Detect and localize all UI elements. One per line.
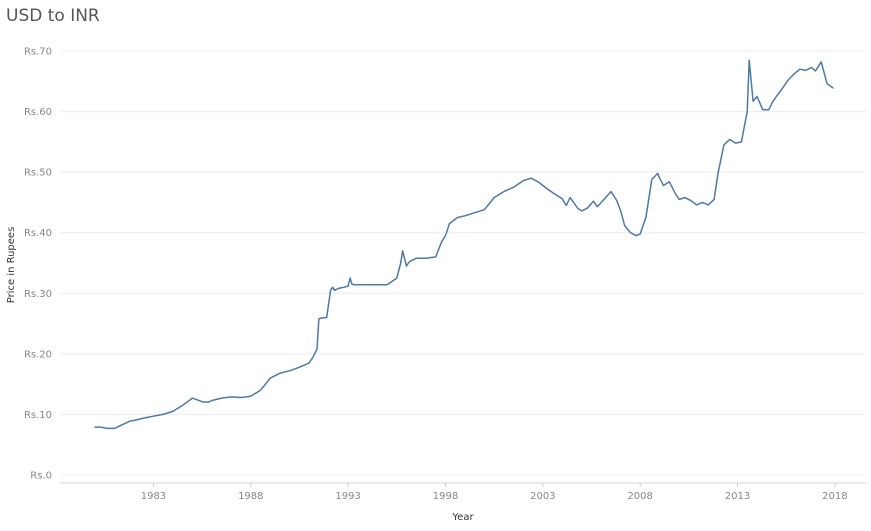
series-line [94,59,834,430]
x-tick-label: 2003 [530,491,555,502]
y-axis-label: Price in Rupees [6,227,17,304]
gridlines [60,50,866,476]
x-tick-label: 2013 [725,491,750,502]
y-tick-label: Rs.60 [24,107,52,118]
y-tick-label: Rs.50 [24,168,52,179]
x-tick-label: 1983 [141,491,166,502]
x-tick-label: 1988 [238,491,263,502]
y-tick-label: Rs.70 [24,47,52,58]
y-axis-ticks: Rs.0 Rs.10 Rs.20 Rs.30 Rs.40 Rs.50 Rs.60 Rs.70 [24,47,52,482]
chart-title: USD to INR [6,6,100,26]
x-tick-label: 1993 [335,491,360,502]
x-axis-label: Year [451,512,474,523]
x-tick-label: 1998 [433,491,458,502]
x-tick-label: 2008 [627,491,652,502]
y-tick-label: Rs.40 [24,228,52,239]
y-tick-label: Rs.20 [24,349,52,360]
y-tick-label: Rs.0 [30,471,52,482]
y-tick-label: Rs.10 [24,410,52,421]
y-tick-label: Rs.30 [24,289,52,300]
x-tick-label: 2018 [822,491,847,502]
series-layer [94,59,834,430]
x-axis-ticks: 1983 1988 1993 1998 2003 2008 2013 2018 [141,483,848,502]
